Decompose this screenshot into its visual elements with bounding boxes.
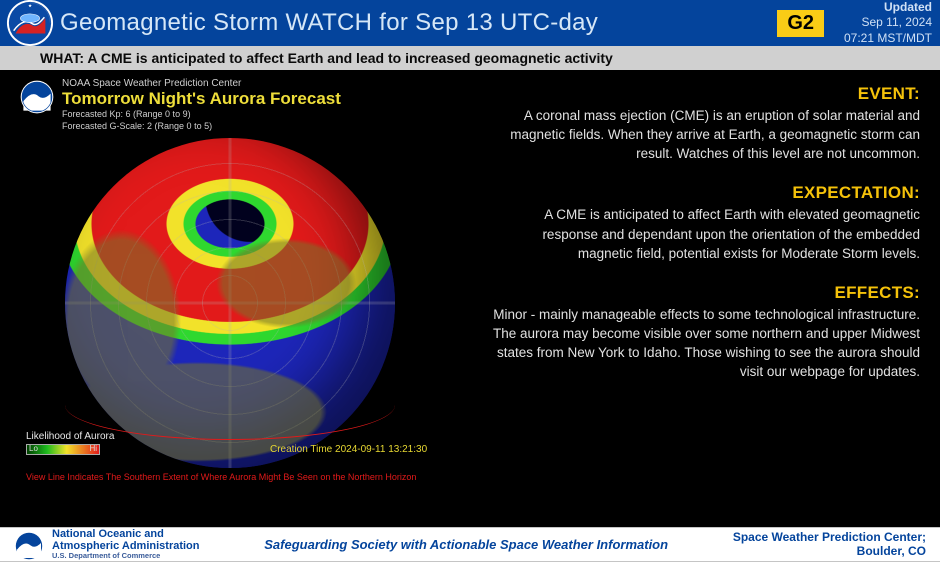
- expectation-heading: EXPECTATION:: [493, 183, 920, 203]
- footer-dept: U.S. Department of Commerce: [52, 552, 200, 560]
- aurora-south-boundary: [65, 370, 395, 440]
- creation-time: Creation Time 2024-09-11 13:21:30: [270, 444, 427, 455]
- footer-org-block: National Oceanic and Atmospheric Adminis…: [52, 529, 200, 560]
- chart-gscale-line: Forecasted G-Scale: 2 (Range 0 to 5): [62, 121, 341, 133]
- content-area: NOAA Space Weather Prediction Center Tom…: [0, 70, 940, 527]
- legend-high: Hi: [89, 444, 97, 453]
- storm-level-badge: G2: [777, 10, 824, 37]
- updated-date: Sep 11, 2024: [836, 15, 932, 31]
- legend-title: Likelihood of Aurora: [26, 431, 114, 442]
- footer-right-line1: Space Weather Prediction Center;: [733, 531, 926, 545]
- legend-gradient-bar: Lo Hi: [26, 444, 100, 455]
- svg-text:★: ★: [28, 3, 32, 8]
- view-line-note: View Line Indicates The Southern Extent …: [26, 472, 416, 482]
- header-bar: ★ Geomagnetic Storm WATCH for Sep 13 UTC…: [0, 0, 940, 46]
- footer-tagline: Safeguarding Society with Actionable Spa…: [210, 537, 723, 552]
- effects-heading: EFFECTS:: [493, 283, 920, 303]
- footer-right-line2: Boulder, CO: [733, 545, 926, 559]
- chart-title: Tomorrow Night's Aurora Forecast: [62, 89, 341, 109]
- footer-bar: National Oceanic and Atmospheric Adminis…: [0, 527, 940, 562]
- infographic-container: ★ Geomagnetic Storm WATCH for Sep 13 UTC…: [0, 0, 940, 562]
- expectation-body: A CME is anticipated to affect Earth wit…: [493, 205, 920, 262]
- footer-org-line1: National Oceanic and: [52, 529, 200, 541]
- chart-titles: NOAA Space Weather Prediction Center Tom…: [62, 78, 341, 132]
- legend-low: Lo: [29, 444, 38, 453]
- info-sections: EVENT: A coronal mass ejection (CME) is …: [485, 70, 940, 527]
- what-bar: WHAT: A CME is anticipated to affect Ear…: [0, 46, 940, 70]
- header-title: Geomagnetic Storm WATCH for Sep 13 UTC-d…: [60, 9, 763, 37]
- noaa-logo-icon: [20, 80, 54, 114]
- event-body: A coronal mass ejection (CME) is an erup…: [493, 106, 920, 163]
- aurora-legend: Likelihood of Aurora Lo Hi: [26, 431, 114, 455]
- chart-kp-line: Forecasted Kp: 6 (Range 0 to 9): [62, 109, 341, 121]
- chart-center-line: NOAA Space Weather Prediction Center: [62, 78, 341, 89]
- nws-logo-icon: ★: [6, 0, 54, 47]
- main-panel: ★ Geomagnetic Storm WATCH for Sep 13 UTC…: [0, 0, 940, 527]
- footer-right: Space Weather Prediction Center; Boulder…: [733, 531, 926, 559]
- updated-time: 07:21 MST/MDT: [836, 31, 932, 47]
- event-heading: EVENT:: [493, 84, 920, 104]
- aurora-globe: [20, 138, 460, 468]
- chart-header: NOAA Space Weather Prediction Center Tom…: [20, 78, 485, 132]
- footer-left: National Oceanic and Atmospheric Adminis…: [14, 529, 200, 561]
- aurora-forecast-panel: NOAA Space Weather Prediction Center Tom…: [0, 70, 485, 527]
- header-updated: Updated Sep 11, 2024 07:21 MST/MDT: [836, 0, 932, 46]
- effects-body: Minor - mainly manageable effects to som…: [493, 305, 920, 382]
- updated-label: Updated: [836, 0, 932, 15]
- noaa-footer-logo-icon: [14, 531, 44, 561]
